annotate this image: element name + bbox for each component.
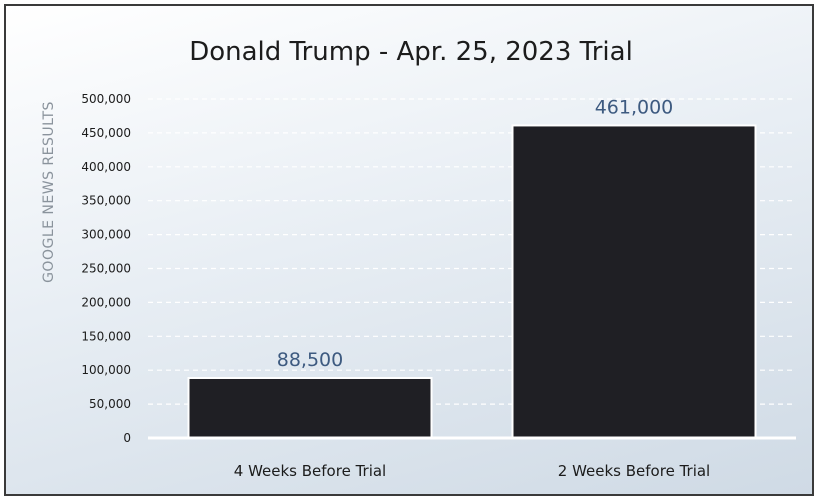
data-label: 461,000 [595, 96, 674, 118]
x-category-label: 4 Weeks Before Trial [234, 462, 386, 480]
y-tick-label: 100,000 [81, 363, 131, 377]
x-axis-categories: 4 Weeks Before Trial 2 Weeks Before Trial [234, 462, 710, 480]
y-tick-label: 200,000 [81, 295, 131, 309]
bar-chart: Donald Trump - Apr. 25, 2023 Trial GOOGL… [41, 37, 796, 480]
y-tick-label: 300,000 [81, 228, 131, 242]
y-tick-label: 0 [123, 431, 131, 445]
x-category-label: 2 Weeks Before Trial [558, 462, 710, 480]
y-axis-title: GOOGLE NEWS RESULTS [41, 101, 57, 283]
y-tick-label: 450,000 [81, 126, 131, 140]
bar [187, 376, 433, 440]
y-axis-ticks: 0 50,000 100,000 150,000 200,000 250,000 300,0… [81, 92, 131, 445]
chart-title: Donald Trump - Apr. 25, 2023 Trial [189, 37, 633, 67]
y-tick-label: 50,000 [89, 397, 131, 411]
data-labels: 88,500 461,000 [277, 96, 674, 371]
y-tick-label: 500,000 [81, 92, 131, 106]
y-tick-label: 250,000 [81, 262, 131, 276]
chart-frame: Donald Trump - Apr. 25, 2023 Trial GOOGL… [4, 4, 814, 496]
bars [187, 124, 757, 440]
bar [511, 124, 757, 440]
data-label: 88,500 [277, 349, 343, 371]
y-tick-label: 150,000 [81, 329, 131, 343]
y-tick-label: 350,000 [81, 194, 131, 208]
gridlines [148, 98, 796, 405]
y-tick-label: 400,000 [81, 160, 131, 174]
